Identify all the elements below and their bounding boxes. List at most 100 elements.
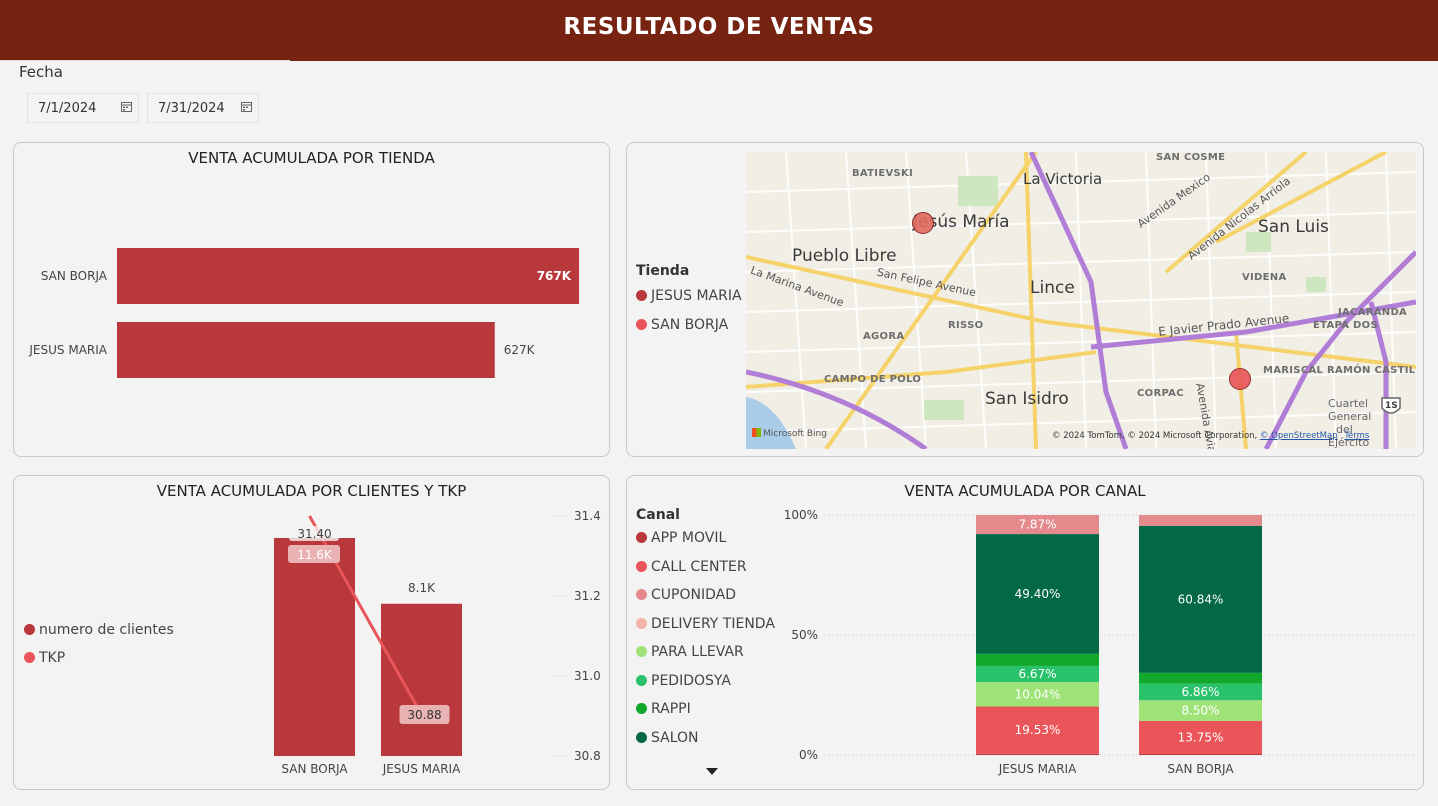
right-axis-tick: 31.0	[574, 669, 601, 683]
legend-scroll-down-icon[interactable]	[706, 768, 718, 775]
map-label: del	[1336, 423, 1353, 436]
map-label: Jesús María	[913, 212, 1010, 232]
data-label: 10.04%	[1015, 687, 1061, 701]
segment-salon	[1139, 525, 1262, 673]
segment-rappi	[976, 653, 1099, 666]
right-axis-tick: 31.2	[574, 589, 601, 603]
terms-link[interactable]: Terms	[1344, 431, 1370, 441]
clients-tkp-title: VENTA ACUMULADA POR CLIENTES Y TKP	[156, 482, 467, 500]
y-axis-tick: 100%	[784, 508, 818, 522]
map-background	[746, 152, 1416, 449]
channel-legend-title: Canal	[636, 507, 680, 523]
category-label: JESUS MARIA	[382, 762, 461, 776]
map-label: General	[1328, 410, 1372, 423]
legend-label: PARA LLEVAR	[651, 644, 744, 660]
data-label: 11.6K	[297, 548, 333, 562]
report-header: RESULTADO DE VENTAS	[0, 0, 1438, 61]
report-title: RESULTADO DE VENTAS	[563, 14, 875, 40]
legend-para-llevar[interactable]: PARA LLEVAR	[636, 644, 744, 660]
bar-jesus-maria	[117, 322, 495, 378]
map-marker-jesus-maria[interactable]	[912, 212, 934, 234]
right-axis-tick: 31.4	[574, 509, 601, 523]
segment-para-llevar	[1139, 700, 1262, 721]
legend-dot	[636, 319, 647, 330]
bar-san-borja	[274, 538, 355, 756]
map-legend-jesus-maria[interactable]: JESUS MARIA	[636, 288, 742, 304]
calendar-icon[interactable]	[121, 94, 132, 124]
category-label: SAN BORJA	[41, 269, 108, 283]
label-box	[289, 526, 339, 541]
map-label: Pueblo Libre	[792, 246, 897, 266]
segment-call-center	[1139, 720, 1262, 755]
map-legend-san-borja[interactable]: SAN BORJA	[636, 317, 728, 333]
date-filter-label: Fecha	[19, 63, 63, 81]
data-label: 8.50%	[1181, 704, 1219, 718]
data-label: 13.75%	[1178, 730, 1224, 744]
store-sales-title: VENTA ACUMULADA POR TIENDA	[188, 149, 435, 167]
right-axis-tick: 30.8	[574, 749, 601, 763]
legend-delivery-tienda[interactable]: DELIVERY TIENDA	[636, 616, 775, 632]
data-label: 767K	[537, 269, 572, 283]
map-label: MARISCAL RAMÓN CASTILL	[1263, 365, 1416, 376]
legend-label: PEDIDOSYA	[651, 672, 731, 689]
segment-other	[976, 515, 1099, 535]
segment-pedidosya	[976, 665, 1099, 683]
map-label: BATIEVSKI	[852, 168, 914, 179]
highway-shield-icon	[1381, 397, 1401, 414]
legend-dot	[636, 646, 647, 657]
map-marker-san-borja[interactable]	[1229, 368, 1251, 390]
clients-tkp-chart: 31.4 31.2 31.0 30.8 SAN BORJA JESUS MARIA 8.1K…	[274, 509, 601, 776]
legend-dot	[636, 731, 647, 743]
category-label: SAN BORJA	[1167, 762, 1234, 776]
legend-call-center[interactable]: CALL CENTER	[636, 559, 747, 575]
legend-dot	[636, 532, 647, 543]
segment-salon	[976, 534, 1099, 654]
start-date-input[interactable]: 7/1/2024	[27, 93, 139, 123]
legend-numero-clientes[interactable]: numero de clientes	[24, 622, 174, 638]
y-axis-tick: 0%	[799, 748, 818, 762]
legend-cuponidad[interactable]: CUPONIDAD	[636, 587, 736, 603]
map-label: JACARANDA	[1338, 307, 1408, 318]
data-label: 60.84%	[1178, 592, 1224, 606]
map-label: SAN COSME	[1156, 152, 1226, 163]
category-label: JESUS MARIA	[28, 343, 107, 357]
segment-rappi	[1139, 672, 1262, 684]
label-box	[399, 705, 450, 724]
legend-salon[interactable]: SALON	[636, 730, 699, 746]
legend-tkp[interactable]: TKP	[24, 650, 65, 666]
end-date-value: 7/31/2024	[158, 101, 225, 116]
bar-san-borja	[117, 248, 580, 304]
legend-dot	[636, 290, 647, 301]
map-legend-title: Tienda	[636, 263, 690, 279]
start-date-value: 7/1/2024	[38, 101, 97, 116]
end-date-input[interactable]: 7/31/2024	[147, 93, 259, 123]
legend-pedidosya[interactable]: PEDIDOSYA	[636, 673, 731, 689]
data-label: 6.86%	[1181, 685, 1219, 699]
legend-dot	[636, 674, 647, 686]
legend-label: DELIVERY TIENDA	[651, 615, 775, 632]
store-map[interactable]: BATIEVSKI La Victoria SAN COSME Jesús Ma…	[746, 152, 1416, 449]
map-label: AGORA	[863, 331, 905, 342]
map-label: ETAPA DOS	[1313, 320, 1378, 331]
map-label: VIDENA	[1242, 272, 1287, 283]
legend-rappi[interactable]: RAPPI	[636, 701, 691, 717]
legend-app-movil[interactable]: APP MOVIL	[636, 530, 726, 546]
map-label: CAMPO DE POLO	[824, 374, 922, 385]
legend-label: APP MOVIL	[651, 530, 727, 546]
map-attribution: © 2024 TomTom, © 2024 Microsoft Corporat…	[1052, 431, 1370, 441]
calendar-icon[interactable]	[241, 94, 252, 124]
data-label: 30.88	[407, 708, 441, 722]
data-label: 8.1K	[408, 581, 436, 595]
category-label: SAN BORJA	[281, 762, 348, 776]
data-label: 627K	[504, 343, 536, 357]
legend-dot	[636, 589, 647, 600]
legend-dot	[636, 617, 647, 629]
osm-link[interactable]: © OpenStreetMap	[1259, 431, 1338, 441]
legend-dot	[636, 703, 647, 714]
data-label: 19.53%	[1015, 723, 1061, 737]
segment-para-llevar	[976, 682, 1099, 707]
segment-app-movil	[1139, 754, 1262, 755]
segment-call-center	[976, 706, 1099, 754]
channel-sales-title: VENTA ACUMULADA POR CANAL	[904, 482, 1146, 500]
data-label: 31.40	[297, 527, 331, 541]
